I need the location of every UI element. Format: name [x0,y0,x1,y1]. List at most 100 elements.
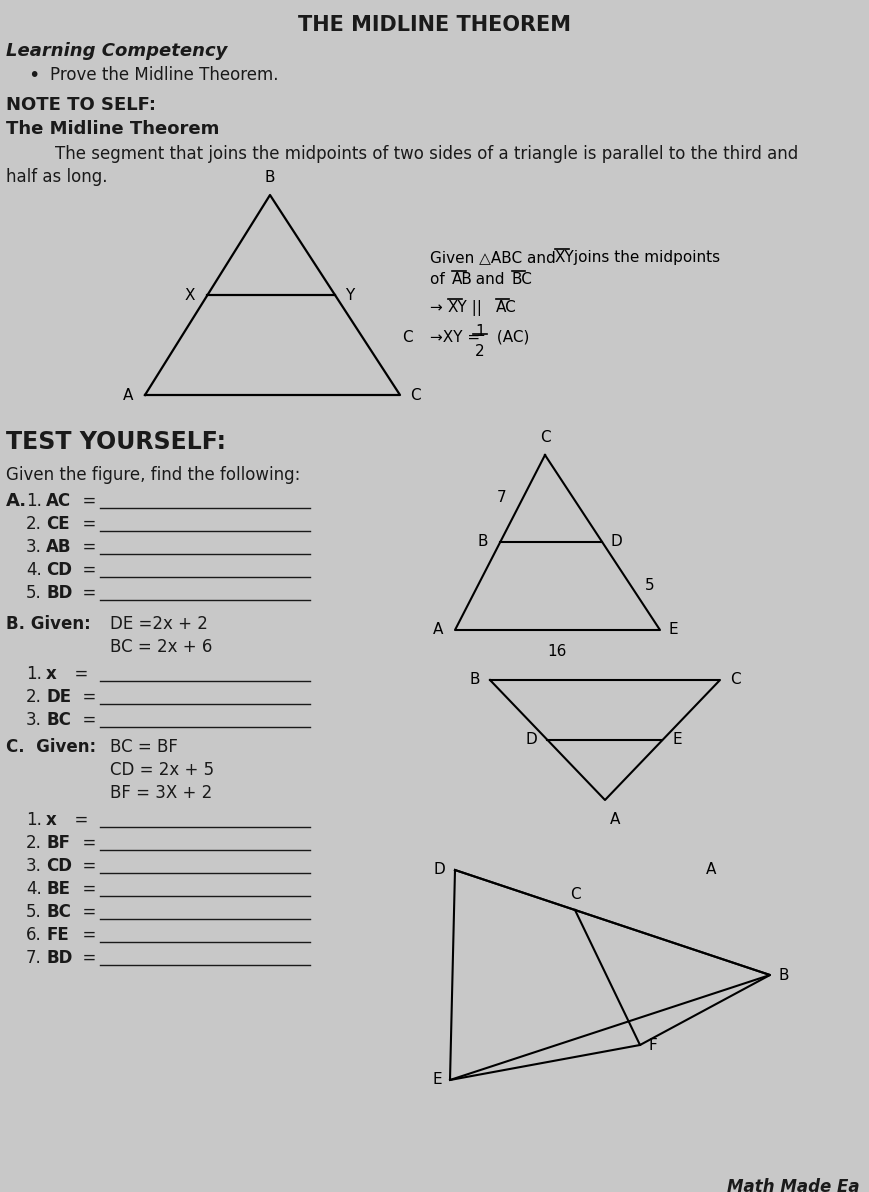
Text: BF = 3X + 2: BF = 3X + 2 [110,784,212,802]
Text: 16: 16 [547,644,567,659]
Text: A: A [706,863,716,877]
Text: Prove the Midline Theorem.: Prove the Midline Theorem. [50,66,278,83]
Text: E: E [433,1073,442,1087]
Text: BC: BC [512,272,533,287]
Text: The Midline Theorem: The Midline Theorem [6,120,219,138]
Text: •: • [28,66,39,85]
Text: CD: CD [46,561,72,579]
Text: Y: Y [345,287,355,303]
Text: =: = [72,515,107,533]
Text: C: C [730,672,740,688]
Text: THE MIDLINE THEOREM: THE MIDLINE THEOREM [297,15,571,35]
Text: The segment that joins the midpoints of two sides of a triangle is parallel to t: The segment that joins the midpoints of … [55,145,799,163]
Text: x: x [46,811,56,828]
Text: F: F [648,1037,657,1053]
Text: BC: BC [46,710,71,730]
Text: C: C [540,430,550,445]
Text: of: of [430,272,449,287]
Text: 2: 2 [475,344,485,359]
Text: Learning Competency: Learning Competency [6,42,228,60]
Text: =: = [64,811,99,828]
Text: C.  Given:: C. Given: [6,738,96,756]
Text: 5: 5 [645,578,654,594]
Text: =: = [72,904,107,921]
Text: C: C [402,330,413,344]
Text: BF: BF [46,834,70,852]
Text: BC = BF: BC = BF [110,738,178,756]
Text: =: = [72,857,107,875]
Text: =: = [72,561,107,579]
Text: D: D [525,733,537,747]
Text: 6.: 6. [26,926,42,944]
Text: D: D [434,863,445,877]
Text: =: = [72,926,107,944]
Text: XY: XY [555,250,574,265]
Text: AB: AB [46,538,71,555]
Text: B: B [265,170,275,185]
Text: 1: 1 [475,324,485,339]
Text: E: E [668,622,678,638]
Text: 2.: 2. [26,688,42,706]
Text: 3.: 3. [26,710,42,730]
Text: 3.: 3. [26,538,42,555]
Text: A: A [610,812,620,827]
Text: joins the midpoints: joins the midpoints [568,250,720,265]
Text: 2.: 2. [26,515,42,533]
Text: 1.: 1. [26,811,42,828]
Text: 4.: 4. [26,880,42,898]
Text: half as long.: half as long. [6,168,108,186]
Text: 1.: 1. [26,492,42,510]
Text: BD: BD [46,949,72,967]
Text: BE: BE [46,880,70,898]
Text: →: → [430,300,448,315]
Text: 5.: 5. [26,904,42,921]
Text: FE: FE [46,926,69,944]
Text: C: C [410,387,421,403]
Text: =: = [64,665,99,683]
Text: =: = [72,538,107,555]
Text: =: = [72,949,107,967]
Text: XY: XY [448,300,468,315]
Text: B. Given:: B. Given: [6,615,90,633]
Text: B: B [469,672,480,688]
Text: BD: BD [46,584,72,602]
Text: Given △ABC and: Given △ABC and [430,250,561,265]
Text: CD = 2x + 5: CD = 2x + 5 [110,760,214,780]
Text: 1.: 1. [26,665,42,683]
Text: AB: AB [452,272,473,287]
Text: A.: A. [6,492,27,510]
Text: 7.: 7. [26,949,42,967]
Text: AC: AC [495,300,516,315]
Text: A: A [123,387,133,403]
Text: =: = [72,688,107,706]
Text: =: = [72,710,107,730]
Text: A: A [433,622,443,638]
Text: AC: AC [46,492,71,510]
Text: DE: DE [46,688,71,706]
Text: B: B [778,968,788,982]
Text: X: X [184,287,195,303]
Text: B: B [477,534,488,550]
Text: CE: CE [46,515,70,533]
Text: (AC): (AC) [492,330,529,344]
Text: D: D [610,534,621,550]
Text: 2.: 2. [26,834,42,852]
Text: 7: 7 [496,490,506,505]
Text: =: = [72,584,107,602]
Text: and: and [466,272,514,287]
Text: 5.: 5. [26,584,42,602]
Text: x: x [46,665,56,683]
Text: =: = [72,834,107,852]
Text: →XY =: →XY = [430,330,485,344]
Text: Given the figure, find the following:: Given the figure, find the following: [6,466,301,484]
Text: NOTE TO SELF:: NOTE TO SELF: [6,97,156,114]
Text: =: = [72,880,107,898]
Text: DE =2x + 2: DE =2x + 2 [110,615,208,633]
Text: 4.: 4. [26,561,42,579]
Text: =: = [72,492,107,510]
Text: 3.: 3. [26,857,42,875]
Text: BC: BC [46,904,71,921]
Text: Math Made Ea: Math Made Ea [727,1178,860,1192]
Text: CD: CD [46,857,72,875]
Text: C: C [570,887,580,902]
